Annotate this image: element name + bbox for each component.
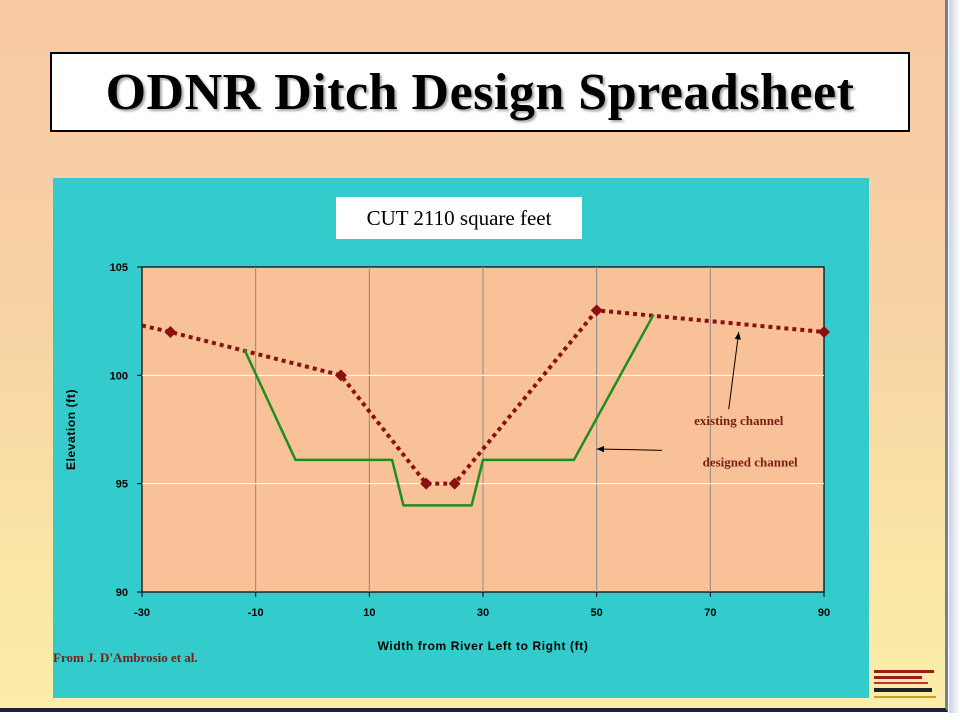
existing-channel-point <box>590 304 603 317</box>
x-tick-label: -10 <box>248 607 264 619</box>
y-axis-label: Elevation (ft) <box>64 389 78 470</box>
publisher-logo <box>874 670 936 698</box>
x-tick-label: 70 <box>704 607 716 619</box>
y-tick-label: 105 <box>110 262 128 274</box>
x-axis-label: Width from River Left to Right (ft) <box>378 639 589 653</box>
annotation-arrow <box>728 331 740 410</box>
slide-title: ODNR Ditch Design Spreadsheet <box>105 63 855 121</box>
designed-channel-line <box>243 314 655 507</box>
source-credit: From J. D'Ambrosio et al. <box>53 650 198 665</box>
x-tick-label: 90 <box>818 607 830 619</box>
existing-channel-point <box>448 477 461 490</box>
x-tick-label: -30 <box>134 607 150 619</box>
chart-title: CUT 2110 square feet <box>366 205 552 230</box>
chart-svg: -30 -10 10 30 50 70 90 90 95 100 105 Width from Riv… <box>64 262 830 653</box>
annotation-label: existing channel <box>694 413 784 428</box>
window-edge <box>949 0 960 720</box>
slide-background: ODNR Ditch Design Spreadsheet -30 -10 10 30… <box>0 0 948 712</box>
y-tick-label: 100 <box>110 370 128 382</box>
existing-channel-point <box>420 477 433 490</box>
annotation-arrow <box>596 448 663 451</box>
annotation-label: designed channel <box>703 454 798 469</box>
x-tick-label: 10 <box>363 607 375 619</box>
chart-title-box: CUT 2110 square feet <box>336 197 582 239</box>
y-tick-label: 90 <box>116 587 128 599</box>
x-tick-label: 50 <box>591 607 603 619</box>
annotation-arrowhead <box>596 446 605 453</box>
title-box: ODNR Ditch Design Spreadsheet <box>50 52 910 132</box>
window-edge-bottom <box>0 713 960 720</box>
x-tick-label: 30 <box>477 607 489 619</box>
chart-panel: -30 -10 10 30 50 70 90 90 95 100 105 Width from Riv… <box>53 178 869 698</box>
existing-channel-point <box>164 326 177 338</box>
existing-channel-point <box>818 326 830 338</box>
existing-channel-point <box>334 369 347 382</box>
y-tick-label: 95 <box>116 479 128 491</box>
annotation-arrowhead <box>734 332 741 340</box>
